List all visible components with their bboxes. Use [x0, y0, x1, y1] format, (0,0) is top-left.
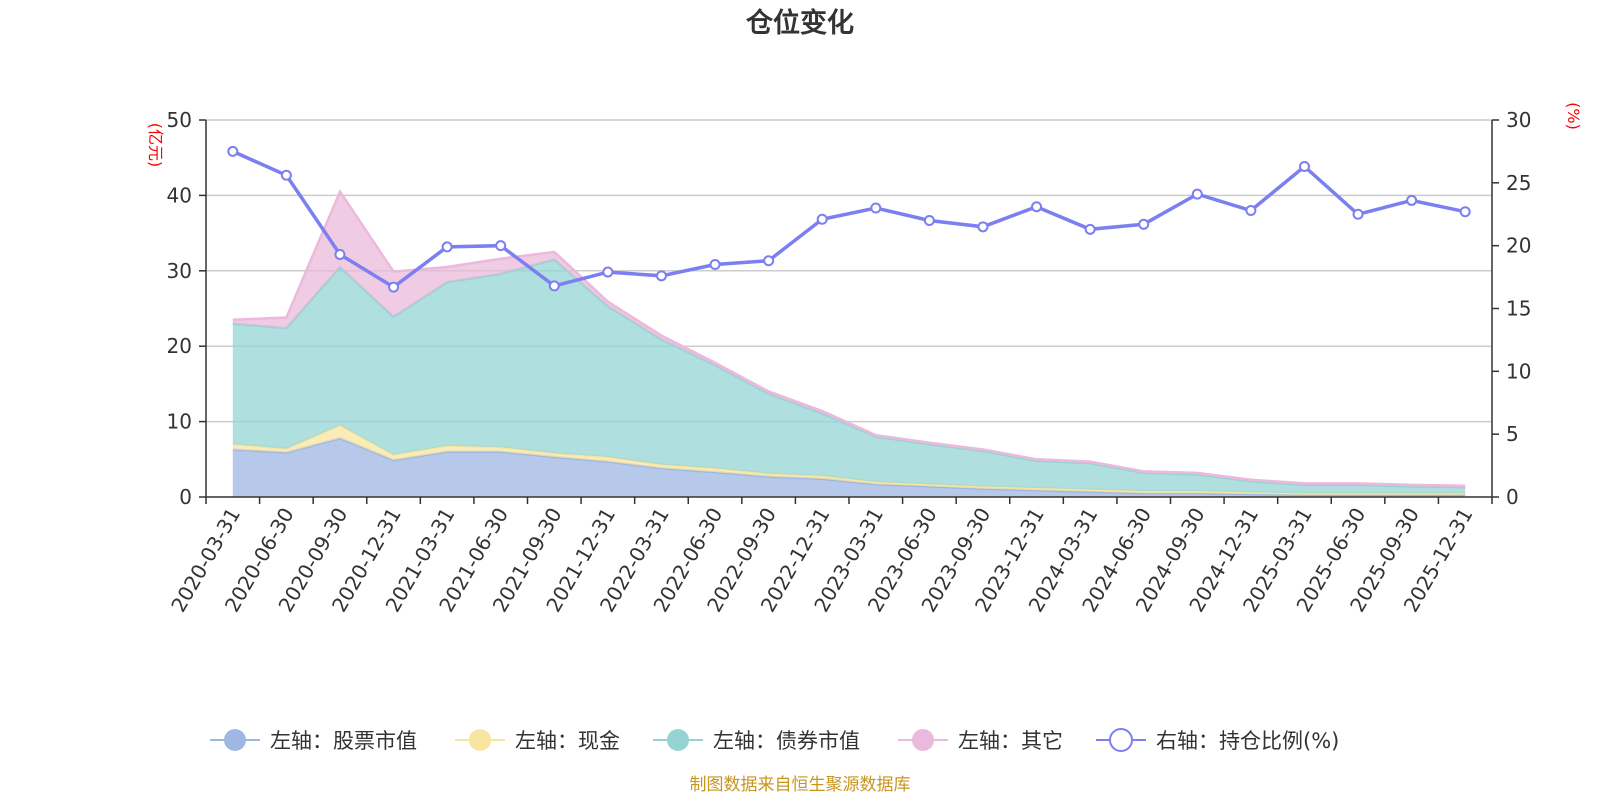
area-series-2: [232, 259, 1466, 494]
ratio-point-14: [977, 221, 989, 233]
legend: 左轴：股票市值 左轴：现金 左轴：债券市值 左轴：其它 右轴：持仓比例(%): [210, 728, 1339, 753]
legend-marker-0: [224, 729, 246, 751]
area-series-3: [232, 191, 1466, 488]
right-tick-label-5: 5: [1506, 422, 1519, 446]
legend-label-4: 右轴：持仓比例(%): [1156, 729, 1339, 753]
chart-title: 仓位变化: [745, 7, 854, 39]
right-tick-label-30: 30: [1506, 108, 1531, 132]
right-tick-label-10: 10: [1506, 359, 1531, 383]
right-tick-label-25: 25: [1506, 171, 1531, 195]
position-ratio-line: [227, 145, 1471, 293]
stacked-areas: [232, 188, 1466, 497]
ratio-point-19: [1245, 204, 1257, 216]
ratio-point-20: [1298, 160, 1310, 172]
ratio-point-13: [923, 215, 935, 227]
legend-marker-1: [469, 729, 491, 751]
left-tick-label-40: 40: [167, 183, 192, 207]
legend-marker-4: [1109, 728, 1133, 752]
data-source: 制图数据来自恒生聚源数据库: [690, 775, 911, 795]
ratio-point-18: [1191, 188, 1203, 200]
ratio-point-2: [334, 248, 346, 260]
left-axis-unit: (亿元): [146, 123, 165, 168]
ratio-point-23: [1459, 206, 1471, 218]
legend-label-0: 左轴：股票市值: [270, 729, 417, 753]
legend-label-2: 左轴：债券市值: [713, 729, 860, 753]
ratio-point-15: [1031, 201, 1043, 213]
area-series-1: [232, 425, 1466, 495]
ratio-point-12: [870, 202, 882, 214]
ratio-point-11: [816, 213, 828, 225]
right-tick-label-20: 20: [1506, 234, 1531, 258]
ratio-point-0: [227, 145, 239, 157]
ratio-point-10: [763, 255, 775, 267]
right-tick-label-0: 0: [1506, 485, 1519, 509]
area-series-edge-3: [232, 188, 1466, 487]
legend-marker-3: [912, 729, 934, 751]
legend-label-3: 左轴：其它: [958, 729, 1063, 753]
left-tick-label-10: 10: [167, 410, 192, 434]
ratio-point-5: [495, 240, 507, 252]
ratio-point-6: [548, 280, 560, 292]
ratio-point-9: [709, 259, 721, 271]
left-tick-label-0: 0: [179, 485, 192, 509]
ratio-point-17: [1138, 218, 1150, 230]
ratio-point-8: [655, 270, 667, 282]
ratio-point-22: [1406, 194, 1418, 206]
ratio-point-4: [441, 241, 453, 253]
ratio-line-path: [232, 149, 1466, 290]
left-tick-label-30: 30: [167, 259, 192, 283]
ratio-point-7: [602, 266, 614, 278]
legend-marker-2: [667, 729, 689, 751]
ratio-point-1: [280, 169, 292, 181]
right-axis-unit: (%): [1564, 102, 1583, 130]
right-tick-label-15: 15: [1506, 297, 1531, 321]
ratio-point-3: [388, 281, 400, 293]
ratio-point-21: [1352, 208, 1364, 220]
left-tick-label-20: 20: [167, 334, 192, 358]
ratio-point-16: [1084, 223, 1096, 235]
legend-label-1: 左轴：现金: [515, 729, 620, 753]
area-series-0: [232, 438, 1466, 497]
left-tick-label-50: 50: [167, 108, 192, 132]
